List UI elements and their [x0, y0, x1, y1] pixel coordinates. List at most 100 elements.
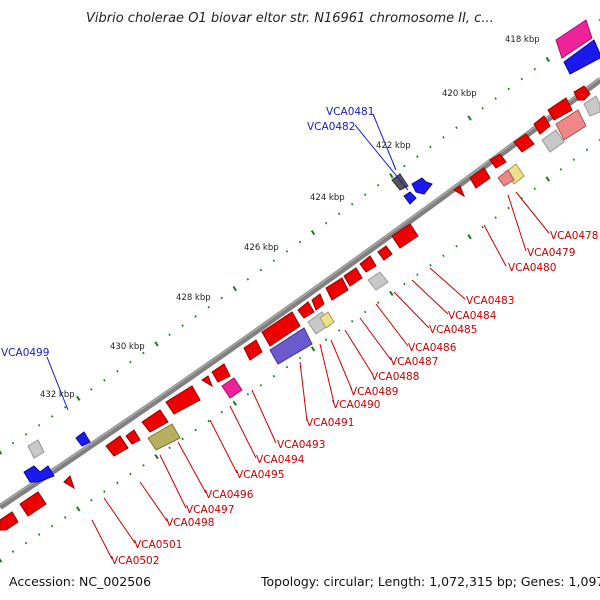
gene-label[interactable]: VCA0478 [550, 230, 598, 242]
gene-blue-arrow[interactable] [403, 191, 417, 205]
gene-red-arrow[interactable] [261, 311, 301, 347]
scale-tick [37, 533, 41, 536]
gene-light-gray-feature[interactable] [27, 439, 45, 459]
gene-label[interactable]: VCA0495 [236, 469, 284, 481]
gene-purple-feature[interactable] [269, 327, 313, 365]
scale-tick [442, 136, 445, 139]
gene-red-arrow[interactable] [489, 153, 507, 169]
scale-tick [142, 351, 145, 355]
scale-tick [103, 379, 106, 382]
scale-tick [194, 315, 197, 318]
gene-red-arrow[interactable] [211, 363, 231, 383]
gene-red-arrow[interactable] [311, 293, 325, 311]
scale-tick [259, 383, 263, 387]
gene-red-arrow[interactable] [325, 277, 349, 301]
gene-red-arrow[interactable] [469, 167, 491, 189]
gene-red-arrow[interactable] [343, 267, 363, 287]
scale-tick [310, 229, 316, 236]
gene-blue-arrow[interactable] [75, 431, 91, 447]
gene-label[interactable]: VCA0497 [186, 504, 234, 516]
gene-label[interactable]: VCA0494 [256, 454, 305, 466]
scale-tick [50, 415, 54, 418]
gene-label[interactable]: VCA0501 [134, 539, 182, 551]
gene-label[interactable]: VCA0481 [326, 106, 374, 118]
gene-label[interactable]: VCA0480 [508, 262, 556, 274]
gene-red-arrow[interactable] [573, 85, 591, 101]
gene-label[interactable]: VCA0483 [466, 295, 514, 307]
gene-red-arrow[interactable] [243, 339, 263, 361]
gene-label[interactable]: VCA0496 [205, 489, 254, 501]
scale-tick [559, 168, 563, 171]
gene-light-gray-feature[interactable] [583, 95, 600, 117]
gene-pink-feature[interactable] [221, 377, 243, 399]
gene-light-gray-feature[interactable] [541, 129, 565, 153]
gene-label[interactable]: VCA0490 [332, 399, 380, 411]
scale-tick [207, 305, 210, 309]
gene-salmon-feature[interactable] [555, 109, 587, 141]
scale-tick [324, 338, 328, 341]
scale-tick [64, 406, 67, 409]
scale-tick [481, 225, 484, 229]
gene-label[interactable]: VCA0491 [306, 417, 354, 429]
scale-label: 422 kbp [376, 141, 411, 151]
summary-text: Topology: circular; Length: 1,072,315 bp… [260, 574, 600, 589]
gene-pink-feature[interactable] [555, 19, 593, 59]
reverse-strand-features [0, 85, 600, 531]
label-leader-lines [46, 113, 550, 560]
gene-label[interactable]: VCA0489 [350, 386, 398, 398]
scale-tick [24, 541, 28, 545]
gene-label[interactable]: VCA0493 [277, 439, 325, 451]
scale-tick [232, 400, 237, 406]
scale-tick [507, 87, 510, 91]
gene-blue-feature[interactable] [563, 39, 600, 75]
gene-red-arrow[interactable] [533, 115, 551, 135]
gene-red-arrow[interactable] [453, 185, 466, 198]
gene-salmon-feature[interactable] [497, 169, 515, 187]
scale-tick [232, 286, 237, 292]
gene-label[interactable]: VCA0484 [448, 310, 497, 322]
gene-label[interactable]: VCA0502 [111, 555, 159, 567]
gene-red-arrow[interactable] [377, 245, 393, 261]
gene-label[interactable]: VCA0499 [1, 347, 49, 359]
scale-tick [37, 424, 41, 427]
gene-red-arrow[interactable] [513, 133, 535, 153]
gene-label[interactable]: VCA0479 [527, 247, 575, 259]
gene-red-arrow[interactable] [359, 255, 377, 273]
forward-gene-labels: VCA0481 VCA0482 VCA0499 [1, 106, 374, 359]
gene-label[interactable]: VCA0498 [166, 517, 214, 529]
gene-label[interactable]: VCA0486 [408, 342, 457, 354]
gene-blue-arrow[interactable] [23, 465, 55, 483]
gene-light-gray-feature[interactable] [367, 271, 389, 291]
gene-red-arrow[interactable] [63, 475, 75, 490]
scale-tick [520, 77, 523, 81]
gene-red-arrow[interactable] [391, 223, 419, 249]
gene-label[interactable]: VCA0487 [390, 356, 438, 368]
gene-label[interactable]: VCA0488 [371, 371, 419, 383]
gene-red-arrow[interactable] [297, 301, 315, 319]
scale-tick [494, 97, 497, 100]
gene-dark-gray-feature[interactable] [391, 173, 409, 191]
scale-tick [50, 524, 54, 528]
gene-label[interactable]: VCA0482 [307, 121, 355, 133]
gene-red-arrow[interactable] [141, 409, 169, 433]
gene-red-arrow[interactable] [201, 375, 214, 388]
scale-tick [90, 498, 93, 502]
gene-red-arrow[interactable] [0, 511, 19, 531]
accession-text: Accession: NC_002506 [9, 574, 151, 589]
scale-tick [572, 158, 576, 161]
gene-olive-feature[interactable] [147, 423, 181, 451]
gene-red-arrow[interactable] [19, 491, 47, 517]
reverse-gene-labels: VCA0478 VCA0479 VCA0480 VCA0483 VCA0484 … [111, 230, 598, 567]
gene-yellow-feature[interactable] [319, 311, 335, 329]
scale-tick [272, 259, 276, 263]
scale-tick [272, 374, 276, 378]
scale-tick [64, 516, 67, 519]
gene-red-arrow[interactable] [105, 435, 129, 457]
gene-blue-arrow[interactable] [411, 177, 433, 195]
scale-tick [350, 202, 354, 206]
gene-label[interactable]: VCA0485 [429, 324, 477, 336]
gene-red-arrow[interactable] [125, 429, 141, 445]
gene-red-arrow[interactable] [165, 385, 201, 415]
gene-red-arrow[interactable] [547, 97, 573, 121]
